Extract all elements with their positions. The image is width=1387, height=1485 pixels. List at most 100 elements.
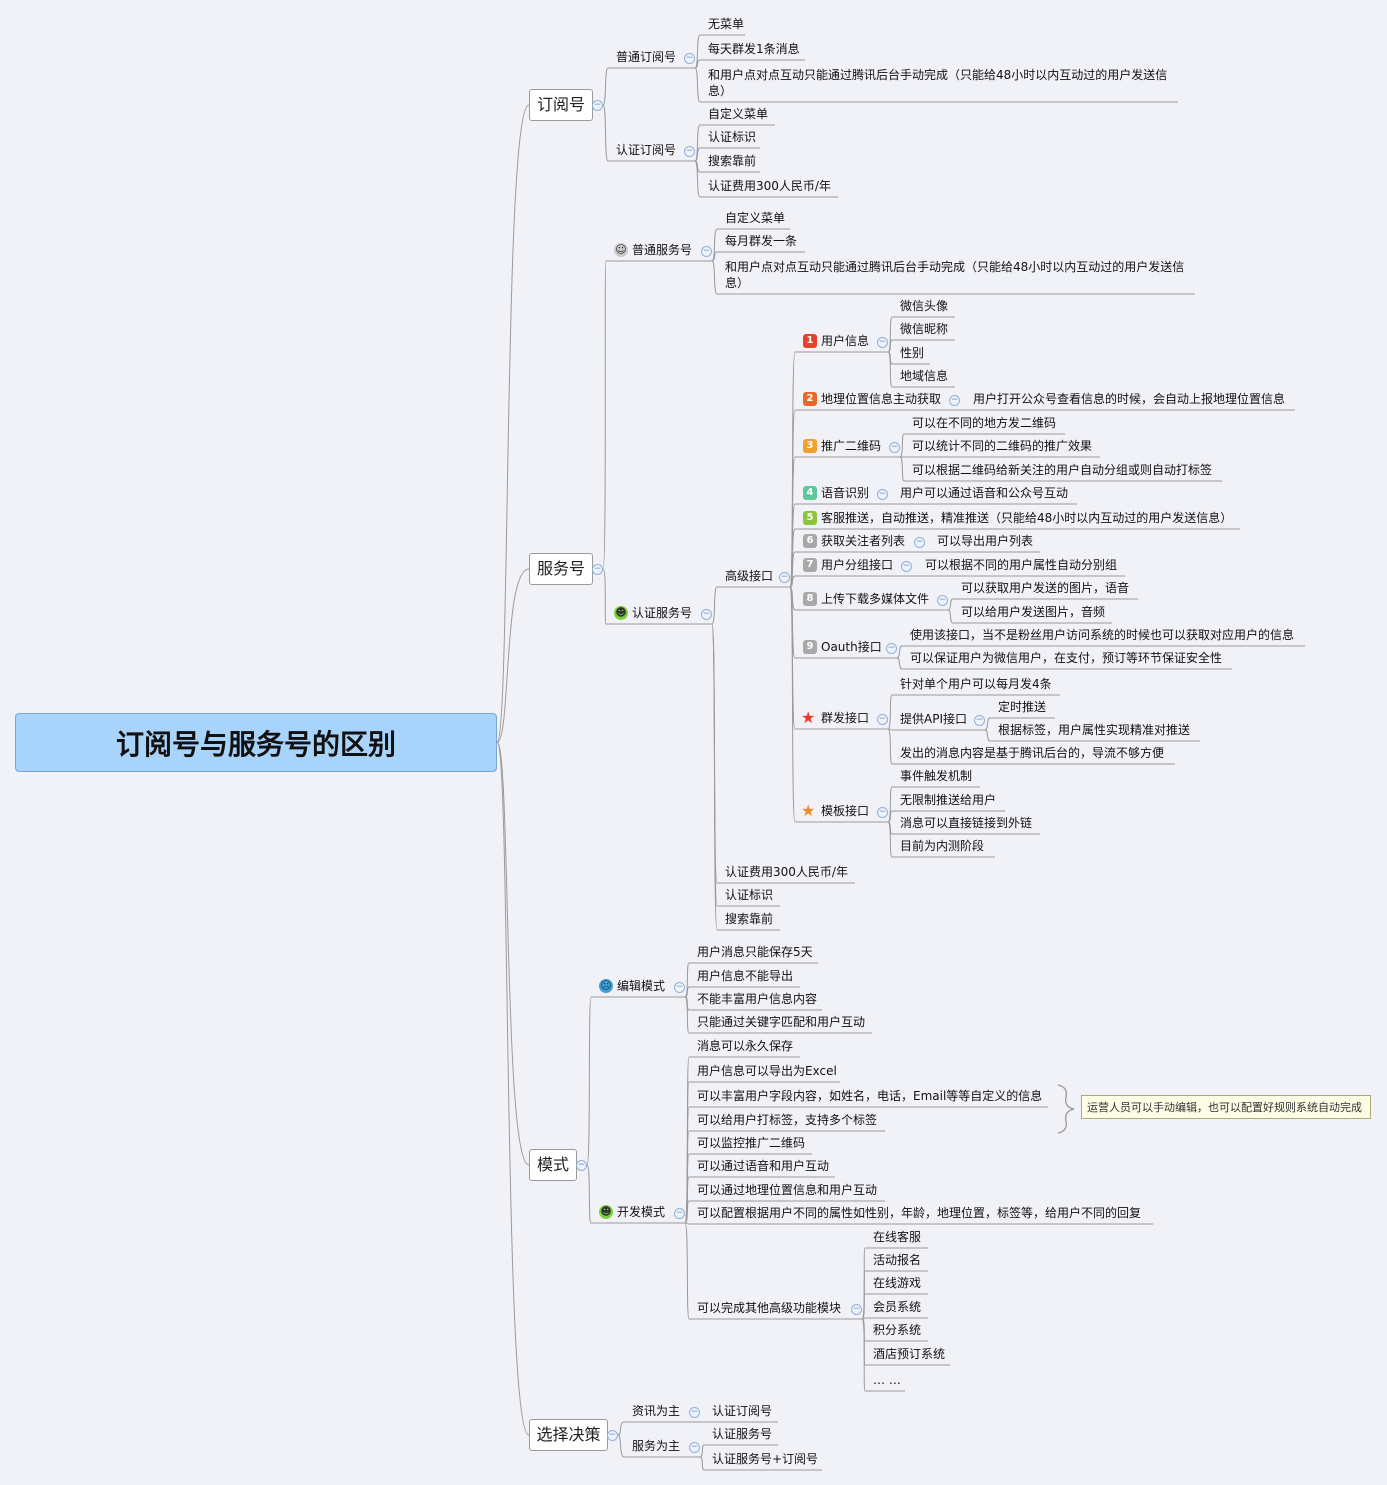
collapse-toggle[interactable]: − <box>877 807 888 818</box>
topic[interactable]: 地理位置信息主动获取 <box>821 392 942 406</box>
topic[interactable]: 可以导出用户列表 <box>937 534 1034 548</box>
topic[interactable]: 可以配置根据用户不同的属性如性别，年龄，地理位置，标签等，给用户不同的回复 <box>697 1206 1142 1220</box>
topic[interactable]: 积分系统 <box>873 1323 922 1337</box>
topic[interactable]: 事件触发机制 <box>900 769 973 783</box>
topic[interactable]: 资讯为主 <box>632 1404 681 1418</box>
topic[interactable]: 只能通过关键字匹配和用户互动 <box>697 1015 866 1029</box>
topic[interactable]: 定时推送 <box>998 700 1047 714</box>
topic[interactable]: 自定义菜单 <box>725 211 786 225</box>
collapse-toggle[interactable]: − <box>974 715 985 726</box>
collapse-toggle[interactable]: − <box>877 714 888 725</box>
topic[interactable]: 群发接口 <box>821 711 870 725</box>
topic[interactable]: 用户分组接口 <box>821 558 894 572</box>
topic[interactable]: 普通服务号 <box>632 243 693 257</box>
topic[interactable]: 认证订阅号 <box>616 143 677 157</box>
collapse-toggle[interactable]: − <box>889 442 900 453</box>
collapse-toggle[interactable]: − <box>937 595 948 606</box>
topic[interactable]: 无限制推送给用户 <box>900 793 997 807</box>
topic[interactable]: 会员系统 <box>873 1300 922 1314</box>
topic[interactable]: 可以监控推广二维码 <box>697 1136 806 1150</box>
topic[interactable]: 上传下载多媒体文件 <box>821 592 930 606</box>
collapse-toggle[interactable]: − <box>877 489 888 500</box>
topic[interactable]: 根据标签，用户属性实现精准对推送 <box>998 723 1191 737</box>
topic[interactable]: 认证费用300人民币/年 <box>725 865 848 879</box>
main-topic[interactable]: 订阅号 <box>529 89 593 121</box>
topic[interactable]: 可以通过地理位置信息和用户互动 <box>697 1183 878 1197</box>
collapse-toggle[interactable]: − <box>607 1430 618 1441</box>
collapse-toggle[interactable]: − <box>914 537 925 548</box>
topic[interactable]: 认证费用300人民币/年 <box>708 179 831 193</box>
topic[interactable]: 认证标识 <box>708 130 757 144</box>
collapse-toggle[interactable]: − <box>949 395 960 406</box>
topic[interactable]: 推广二维码 <box>821 439 882 453</box>
topic[interactable]: 获取关注者列表 <box>821 534 906 548</box>
topic[interactable]: 使用该接口，当不是粉丝用户访问系统的时候也可以获取对应用户的信息 <box>910 628 1295 642</box>
central-topic[interactable]: 订阅号与服务号的区别 <box>15 713 497 772</box>
topic[interactable]: 客服推送，自动推送，精准推送（只能给48小时以内互动过的用户发送信息） <box>821 511 1233 525</box>
topic[interactable]: 用户打开公众号查看信息的时候，会自动上报地理位置信息 <box>973 392 1286 406</box>
main-topic[interactable]: 服务号 <box>529 553 593 585</box>
topic[interactable]: 性别 <box>900 346 925 360</box>
collapse-toggle[interactable]: − <box>689 1442 700 1453</box>
collapse-toggle[interactable]: − <box>674 1208 685 1219</box>
topic[interactable]: 用户信息 <box>821 334 870 348</box>
topic[interactable]: 开发模式 <box>617 1205 666 1219</box>
collapse-toggle[interactable]: − <box>701 246 712 257</box>
topic[interactable]: 可以通过语音和用户互动 <box>697 1159 830 1173</box>
topic[interactable]: 消息可以永久保存 <box>697 1039 794 1053</box>
topic[interactable]: Oauth接口 <box>821 640 882 654</box>
topic[interactable]: 无菜单 <box>708 17 745 31</box>
topic[interactable]: 微信头像 <box>900 299 949 313</box>
topic[interactable]: 服务为主 <box>632 1439 681 1453</box>
collapse-toggle[interactable]: − <box>851 1304 862 1315</box>
topic[interactable]: 不能丰富用户信息内容 <box>697 992 818 1006</box>
topic[interactable]: 可以获取用户发送的图片，语音 <box>961 581 1130 595</box>
topic[interactable]: 认证服务号+订阅号 <box>712 1452 819 1466</box>
topic[interactable]: 每天群发1条消息 <box>708 42 800 56</box>
collapse-toggle[interactable]: − <box>779 572 790 583</box>
topic[interactable]: 用户信息可以导出为Excel <box>697 1064 837 1078</box>
topic[interactable]: 可以保证用户为微信用户，在支付，预订等环节保证安全性 <box>910 651 1223 665</box>
topic[interactable]: 用户可以通过语音和公众号互动 <box>900 486 1069 500</box>
topic[interactable]: 在线客服 <box>873 1230 922 1244</box>
topic[interactable]: 地域信息 <box>900 369 949 383</box>
topic[interactable]: 酒店预订系统 <box>873 1347 946 1361</box>
topic[interactable]: 自定义菜单 <box>708 107 769 121</box>
topic[interactable]: 认证订阅号 <box>712 1404 773 1418</box>
topic[interactable]: 提供API接口 <box>900 712 967 726</box>
collapse-toggle[interactable]: − <box>576 1160 587 1171</box>
topic[interactable]: 高级接口 <box>725 569 774 583</box>
topic[interactable]: 搜索靠前 <box>708 154 757 168</box>
topic[interactable]: 编辑模式 <box>617 979 666 993</box>
topic[interactable]: 用户消息只能保存5天 <box>697 945 813 959</box>
topic[interactable]: 可以完成其他高级功能模块 <box>697 1301 842 1315</box>
collapse-toggle[interactable]: − <box>684 146 695 157</box>
topic[interactable]: 用户信息不能导出 <box>697 969 794 983</box>
topic[interactable]: 普通订阅号 <box>616 50 677 64</box>
topic[interactable]: 活动报名 <box>873 1253 922 1267</box>
collapse-toggle[interactable]: − <box>701 609 712 620</box>
topic[interactable]: 每月群发一条 <box>725 234 798 248</box>
collapse-toggle[interactable]: − <box>592 100 603 111</box>
topic[interactable]: 可以丰富用户字段内容，如姓名，电话，Email等等自定义的信息 <box>697 1089 1043 1103</box>
topic[interactable]: 可以在不同的地方发二维码 <box>912 416 1057 430</box>
topic[interactable]: 语音识别 <box>821 486 870 500</box>
topic[interactable]: 认证服务号 <box>712 1427 773 1441</box>
topic[interactable]: 认证服务号 <box>632 606 693 620</box>
main-topic[interactable]: 模式 <box>529 1149 577 1181</box>
topic[interactable]: 目前为内测阶段 <box>900 839 985 853</box>
topic[interactable]: 可以给用户打标签，支持多个标签 <box>697 1113 878 1127</box>
topic[interactable]: 认证标识 <box>725 888 774 902</box>
topic[interactable]: 搜索靠前 <box>725 912 774 926</box>
collapse-toggle[interactable]: − <box>689 1407 700 1418</box>
collapse-toggle[interactable]: − <box>684 53 695 64</box>
summary-callout[interactable]: 运营人员可以手动编辑，也可以配置好规则系统自动完成 <box>1081 1095 1371 1119</box>
topic[interactable]: 微信昵称 <box>900 322 949 336</box>
topic[interactable]: 模板接口 <box>821 804 870 818</box>
collapse-toggle[interactable]: − <box>886 643 897 654</box>
main-topic[interactable]: 选择决策 <box>529 1419 608 1451</box>
topic[interactable]: 和用户点对点互动只能通过腾讯后台手动完成（只能给48小时以内互动过的用户发送信息… <box>708 68 1168 98</box>
collapse-toggle[interactable]: − <box>592 564 603 575</box>
topic[interactable]: 发出的消息内容是基于腾讯后台的，导流不够方便 <box>900 746 1165 760</box>
collapse-toggle[interactable]: − <box>674 982 685 993</box>
